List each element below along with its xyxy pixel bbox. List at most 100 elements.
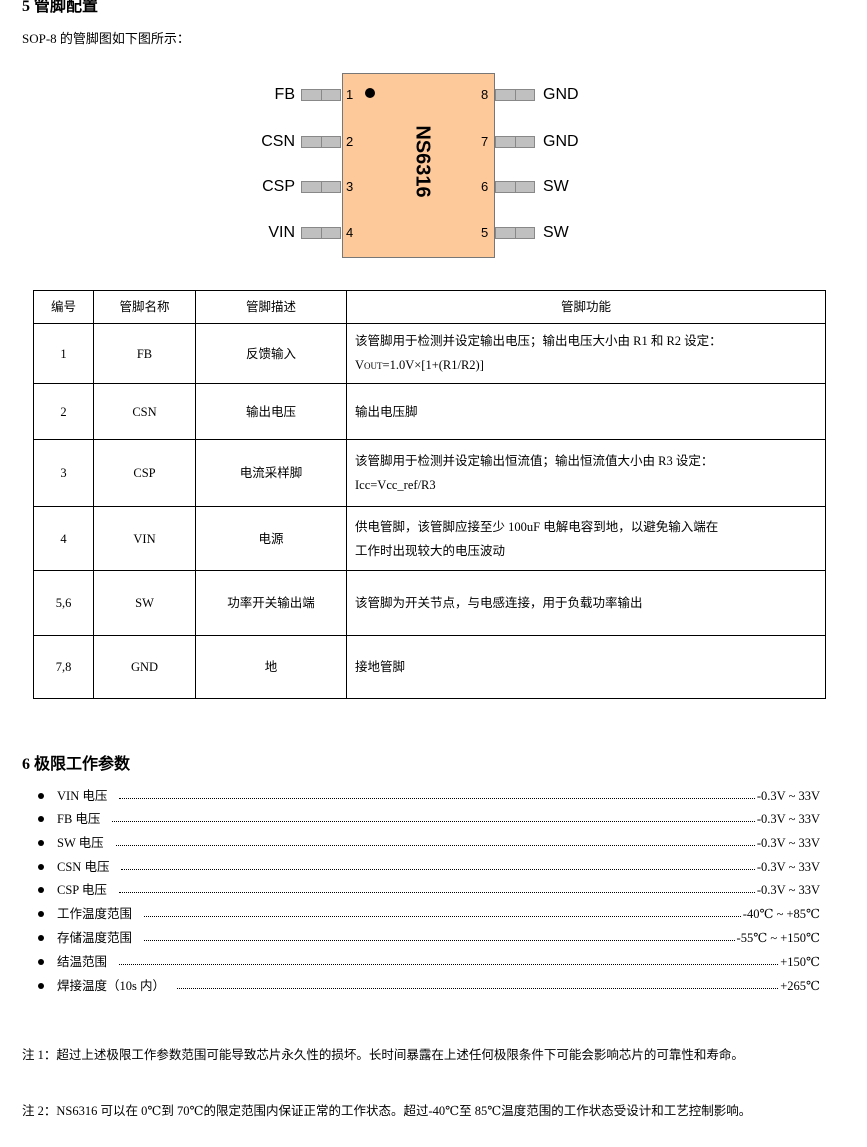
right-pin-label: GND (543, 86, 579, 103)
table-row: 5,6 SW 功率开关输出端 该管脚为开关节点，与电感连接，用于负载功率输出 (33, 570, 826, 636)
note-2: 注 2：NS6316 可以在 0℃到 70℃的限定范围内保证正常的工作状态。超过… (22, 1104, 752, 1118)
limit-value: -0.3V ~ 33V (756, 836, 820, 850)
limit-value: -0.3V ~ 33V (756, 883, 820, 897)
func-line: 该管脚用于检测并设定输出恒流值；输出恒流值大小由 R3 设定： (355, 454, 714, 468)
limit-item: SW 电压 -0.3V ~ 33V (38, 831, 820, 851)
cell-name: SW (93, 570, 196, 636)
left-pin-lead (301, 181, 341, 193)
section-5-title: 5 管脚配置 (22, 0, 99, 15)
limit-label: FB 电压 (57, 812, 101, 826)
func-line: 该管脚用于检测并设定输出电压；输出电压大小由 R1 和 R2 设定： (355, 334, 722, 348)
right-pin-label: SW (543, 178, 569, 195)
cell-func: 输出电压脚 (346, 383, 826, 440)
left-pin-number: 4 (346, 225, 354, 240)
bullet-icon (38, 887, 44, 893)
left-pin-number: 1 (346, 87, 354, 102)
cell-num: 5,6 (33, 570, 94, 636)
bullet-icon (38, 864, 44, 870)
limit-label: 结温范围 (57, 955, 108, 969)
right-pin-lead (495, 136, 535, 148)
limit-item: VIN 电压 -0.3V ~ 33V (38, 784, 820, 804)
right-pin-number: 5 (481, 225, 489, 240)
limit-item: 结温范围 +150℃ (38, 950, 820, 970)
section-5-intro: SOP-8 的管脚图如下图所示： (22, 31, 190, 46)
right-pin-lead (495, 227, 535, 239)
formula-v: V (355, 358, 365, 372)
left-pin-lead (301, 227, 341, 239)
table-header-row: 编号 管脚名称 管脚描述 管脚功能 (33, 290, 826, 324)
cell-name: CSN (93, 383, 196, 440)
right-pin-number: 6 (481, 179, 489, 194)
dot-leader (118, 892, 755, 893)
limit-label: CSP 电压 (57, 883, 107, 897)
right-pin-label: GND (543, 133, 579, 150)
cell-name: FB (93, 323, 196, 384)
limit-value: -0.3V ~ 33V (756, 812, 820, 826)
limit-label: 存储温度范围 (57, 931, 133, 945)
right-pin-number: 7 (481, 134, 489, 149)
cell-num: 7,8 (33, 635, 94, 699)
func-formula: VOUT=1.0V×[1+(R1/R2)] (355, 353, 817, 378)
right-pin-lead (495, 181, 535, 193)
func-formula: Icc=Vcc_ref/R3 (355, 478, 436, 492)
bullet-icon (38, 816, 44, 822)
bullet-icon (38, 959, 44, 965)
right-pin-lead (495, 89, 535, 101)
limit-label: CSN 电压 (57, 860, 110, 874)
func-line: 供电管脚，该管脚应接至少 100uF 电解电容到地，以避免输入端在 (355, 519, 719, 534)
limit-value: +265℃ (780, 979, 820, 993)
header-name: 管脚名称 (93, 290, 196, 324)
chip-name: NS6316 (411, 125, 434, 198)
cell-desc: 输出电压 (195, 383, 347, 440)
bullet-icon (38, 911, 44, 917)
limit-item: FB 电压 -0.3V ~ 33V (38, 807, 820, 827)
chip-body (342, 73, 495, 258)
bullet-icon (38, 840, 44, 846)
cell-func: 该管脚用于检测并设定输出恒流值；输出恒流值大小由 R3 设定： Icc=Vcc_r… (346, 439, 826, 507)
left-pin-label: VIN (268, 224, 295, 241)
table-row: 1 FB 反馈输入 该管脚用于检测并设定输出电压；输出电压大小由 R1 和 R2… (33, 323, 826, 384)
bullet-icon (38, 793, 44, 799)
pin1-marker-icon (365, 88, 375, 98)
limit-value: +150℃ (780, 955, 820, 969)
limit-item: CSN 电压 -0.3V ~ 33V (38, 855, 820, 875)
left-pin-label: CSP (262, 178, 295, 195)
cell-desc: 地 (195, 635, 347, 699)
cell-desc: 功率开关输出端 (195, 570, 347, 636)
cell-desc: 反馈输入 (195, 323, 347, 384)
table-row: 2 CSN 输出电压 输出电压脚 (33, 383, 826, 440)
cell-func: 接地管脚 (346, 635, 826, 699)
dot-leader (144, 916, 741, 917)
left-pin-label: CSN (261, 133, 295, 150)
formula-sub: OUT (364, 361, 383, 371)
right-pin-label: SW (543, 224, 569, 241)
left-pin-label: FB (274, 86, 295, 103)
cell-desc: 电流采样脚 (195, 439, 347, 507)
table-row: 4 VIN 电源 供电管脚，该管脚应接至少 100uF 电解电容到地，以避免输入… (33, 506, 826, 571)
limit-item: CSP 电压 -0.3V ~ 33V (38, 878, 820, 898)
cell-func: 该管脚用于检测并设定输出电压；输出电压大小由 R1 和 R2 设定： VOUT=1… (346, 323, 826, 384)
header-desc: 管脚描述 (195, 290, 347, 324)
pin-table: 编号 管脚名称 管脚描述 管脚功能 1 FB 反馈输入 该管脚用于检测并设定输出… (33, 290, 826, 699)
header-func: 管脚功能 (346, 290, 826, 324)
cell-num: 1 (33, 323, 94, 384)
dot-leader (119, 964, 779, 965)
left-pin-lead (301, 136, 341, 148)
cell-func: 该管脚为开关节点，与电感连接，用于负载功率输出 (346, 570, 826, 636)
right-pin-number: 8 (481, 87, 489, 102)
header-num: 编号 (33, 290, 94, 324)
cell-desc: 电源 (195, 506, 347, 571)
dot-leader (119, 798, 755, 799)
left-pin-lead (301, 89, 341, 101)
limit-label: VIN 电压 (57, 789, 108, 803)
table-row: 7,8 GND 地 接地管脚 (33, 635, 826, 699)
cell-num: 2 (33, 383, 94, 440)
table-row: 3 CSP 电流采样脚 该管脚用于检测并设定输出恒流值；输出恒流值大小由 R3 … (33, 439, 826, 507)
limit-item: 工作温度范围 -40℃ ~ +85℃ (38, 902, 820, 922)
dot-leader (121, 869, 755, 870)
dot-leader (112, 821, 755, 822)
section-6-title: 6 极限工作参数 (22, 756, 131, 773)
limit-label: 工作温度范围 (57, 907, 133, 921)
bullet-icon (38, 983, 44, 989)
